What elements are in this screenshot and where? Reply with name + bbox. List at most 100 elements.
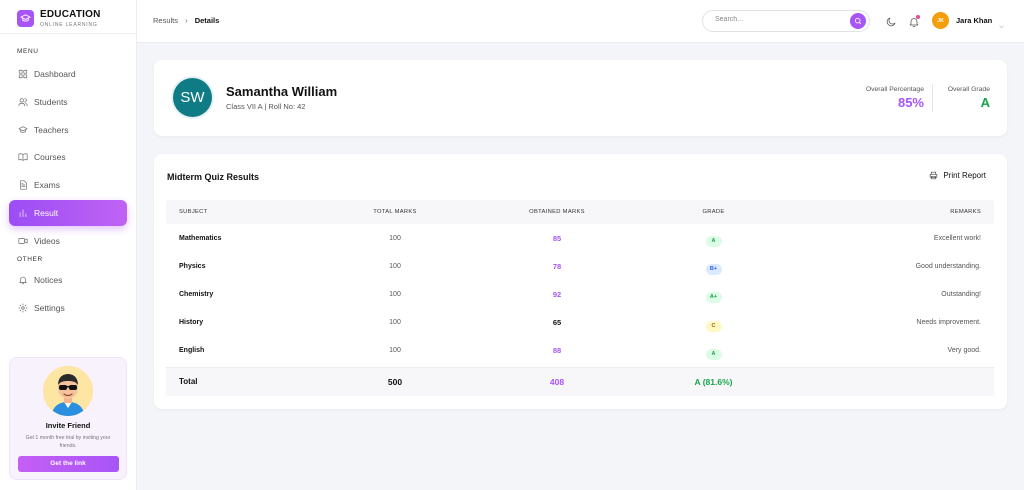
search-button[interactable] bbox=[850, 13, 866, 29]
student-meta: Class VII A | Roll No: 42 bbox=[226, 102, 306, 111]
print-report-button[interactable]: Print Report bbox=[929, 171, 986, 180]
obtained-marks-cell: 92 bbox=[552, 289, 562, 299]
overall-grade-value: A bbox=[980, 95, 990, 110]
total-marks-cell: 100 bbox=[389, 347, 401, 355]
top-bar: Results › Details JK Jara Khan bbox=[137, 0, 1024, 43]
sidebar-item-settings[interactable]: Settings bbox=[9, 295, 127, 321]
sidebar-item-teachers[interactable]: Teachers bbox=[9, 117, 127, 143]
table-body: Mathematics 100 85 A Excellent work! Phy… bbox=[166, 224, 994, 365]
results-table: SUBJECT TOTAL MARKS OBTAINED MARKS GRADE… bbox=[166, 200, 994, 396]
print-report-label: Print Report bbox=[943, 171, 986, 180]
brand-title: EDUCATION bbox=[40, 8, 101, 20]
sidebar-item-videos[interactable]: Videos bbox=[9, 228, 127, 254]
moon-icon bbox=[886, 17, 896, 27]
table-row: Chemistry 100 92 A+ Outstanding! bbox=[166, 280, 994, 308]
sidebar: EDUCATION ONLINE LEARNING MENU Dashboard… bbox=[0, 0, 137, 490]
total-label: Total bbox=[179, 377, 198, 387]
total-marks-cell: 100 bbox=[389, 234, 401, 242]
overall-percentage-value: 85% bbox=[897, 95, 924, 110]
sidebar-item-label: Result bbox=[34, 207, 59, 218]
remarks-cell: Needs improvement. bbox=[916, 319, 981, 327]
invite-title: Invite Friend bbox=[45, 421, 91, 430]
user-name: Jara Khan bbox=[956, 16, 993, 25]
subject-cell: Physics bbox=[179, 262, 206, 270]
document-icon bbox=[20, 180, 27, 190]
notification-dot bbox=[916, 15, 920, 19]
sidebar-item-label: Exams bbox=[34, 180, 60, 191]
brand[interactable]: EDUCATION ONLINE LEARNING bbox=[0, 0, 136, 34]
obtained-marks-sum: 408 bbox=[549, 376, 565, 387]
column-header-remarks: REMARKS bbox=[950, 209, 981, 215]
table-total-row: Total 500 408 A (81.6%) bbox=[166, 366, 994, 396]
obtained-marks-cell: 88 bbox=[552, 346, 562, 356]
column-header-total-marks: TOTAL MARKS bbox=[373, 209, 417, 215]
sidebar-item-students[interactable]: Students bbox=[9, 89, 127, 115]
sidebar-item-label: Students bbox=[34, 96, 68, 107]
results-card: Midterm Quiz Results Print Report SUBJEC… bbox=[154, 154, 1007, 409]
overall-grade-label: Overall Grade bbox=[947, 86, 990, 93]
search-box bbox=[702, 10, 870, 32]
sidebar-item-label: Videos bbox=[34, 235, 60, 246]
sidebar-item-exams[interactable]: Exams bbox=[9, 172, 127, 198]
breadcrumb: Results › Details bbox=[153, 16, 219, 25]
other-section-label: OTHER bbox=[17, 255, 43, 263]
student-avatar: SW bbox=[173, 78, 212, 117]
table-header-row: SUBJECT TOTAL MARKS OBTAINED MARKS GRADE… bbox=[166, 200, 994, 224]
subject-cell: English bbox=[179, 347, 205, 355]
grade-badge: A bbox=[705, 236, 722, 248]
column-header-obtained-marks: OBTAINED MARKS bbox=[529, 209, 585, 215]
remarks-cell: Very good. bbox=[947, 347, 981, 355]
user-menu[interactable]: JK Jara Khan bbox=[932, 12, 1005, 29]
subject-cell: Mathematics bbox=[179, 234, 222, 242]
breadcrumb-current: Details bbox=[194, 16, 220, 25]
printer-icon bbox=[930, 171, 938, 180]
brand-subtitle: ONLINE LEARNING bbox=[40, 21, 98, 28]
table-row: History 100 65 C Needs improvement. bbox=[166, 309, 994, 337]
notifications-button[interactable] bbox=[908, 15, 920, 27]
sidebar-item-label: Notices bbox=[34, 274, 63, 285]
menu-section-label: MENU bbox=[17, 48, 39, 55]
dashboard-icon bbox=[18, 69, 28, 79]
invite-illustration bbox=[43, 366, 93, 416]
remarks-cell: Excellent work! bbox=[933, 234, 981, 242]
grade-badge: A bbox=[705, 348, 722, 360]
get-link-button[interactable]: Get the link bbox=[17, 456, 119, 473]
remarks-cell: Outstanding! bbox=[941, 290, 981, 298]
sidebar-item-dashboard[interactable]: Dashboard bbox=[9, 61, 127, 87]
grade-badge: A+ bbox=[705, 292, 722, 304]
overall-percentage: Overall Percentage 85% bbox=[866, 86, 924, 110]
sidebar-item-result[interactable]: Result bbox=[9, 199, 127, 226]
breadcrumb-results-link[interactable]: Results bbox=[153, 16, 179, 25]
total-grade: A (81.6%) bbox=[694, 376, 733, 387]
sidebar-item-label: Dashboard bbox=[34, 69, 76, 79]
student-profile-card: SW Samantha William Class VII A | Roll N… bbox=[154, 60, 1007, 136]
invite-description: Get 1 month free trial by inviting your … bbox=[25, 435, 111, 450]
total-marks-cell: 100 bbox=[389, 290, 401, 298]
grade-badge: C bbox=[705, 320, 722, 332]
column-header-subject: SUBJECT bbox=[179, 209, 208, 215]
graduation-cap-icon bbox=[18, 125, 28, 133]
sidebar-item-courses[interactable]: Courses bbox=[9, 144, 127, 170]
theme-toggle-button[interactable] bbox=[885, 15, 897, 27]
bell-icon bbox=[19, 276, 27, 284]
obtained-marks-cell: 85 bbox=[552, 233, 562, 243]
sidebar-item-label: Courses bbox=[34, 152, 66, 163]
gear-icon bbox=[18, 303, 28, 313]
remarks-cell: Good understanding. bbox=[915, 262, 981, 270]
grade-badge: B+ bbox=[705, 264, 722, 276]
book-icon bbox=[18, 153, 28, 162]
sidebar-item-label: Teachers bbox=[34, 124, 69, 135]
total-marks-sum: 500 bbox=[387, 376, 403, 387]
results-title: Midterm Quiz Results bbox=[167, 172, 260, 182]
chevron-right-icon: › bbox=[185, 16, 188, 25]
sidebar-item-notices[interactable]: Notices bbox=[9, 267, 127, 293]
sidebar-item-label: Settings bbox=[34, 302, 65, 313]
search-input[interactable] bbox=[715, 16, 835, 23]
avatar: JK bbox=[932, 12, 949, 29]
obtained-marks-cell: 78 bbox=[552, 261, 562, 271]
subject-cell: Chemistry bbox=[179, 290, 214, 298]
total-marks-cell: 100 bbox=[389, 319, 401, 327]
column-header-grade: GRADE bbox=[702, 209, 725, 215]
chevron-down-icon bbox=[998, 17, 1005, 28]
total-marks-cell: 100 bbox=[389, 262, 401, 270]
